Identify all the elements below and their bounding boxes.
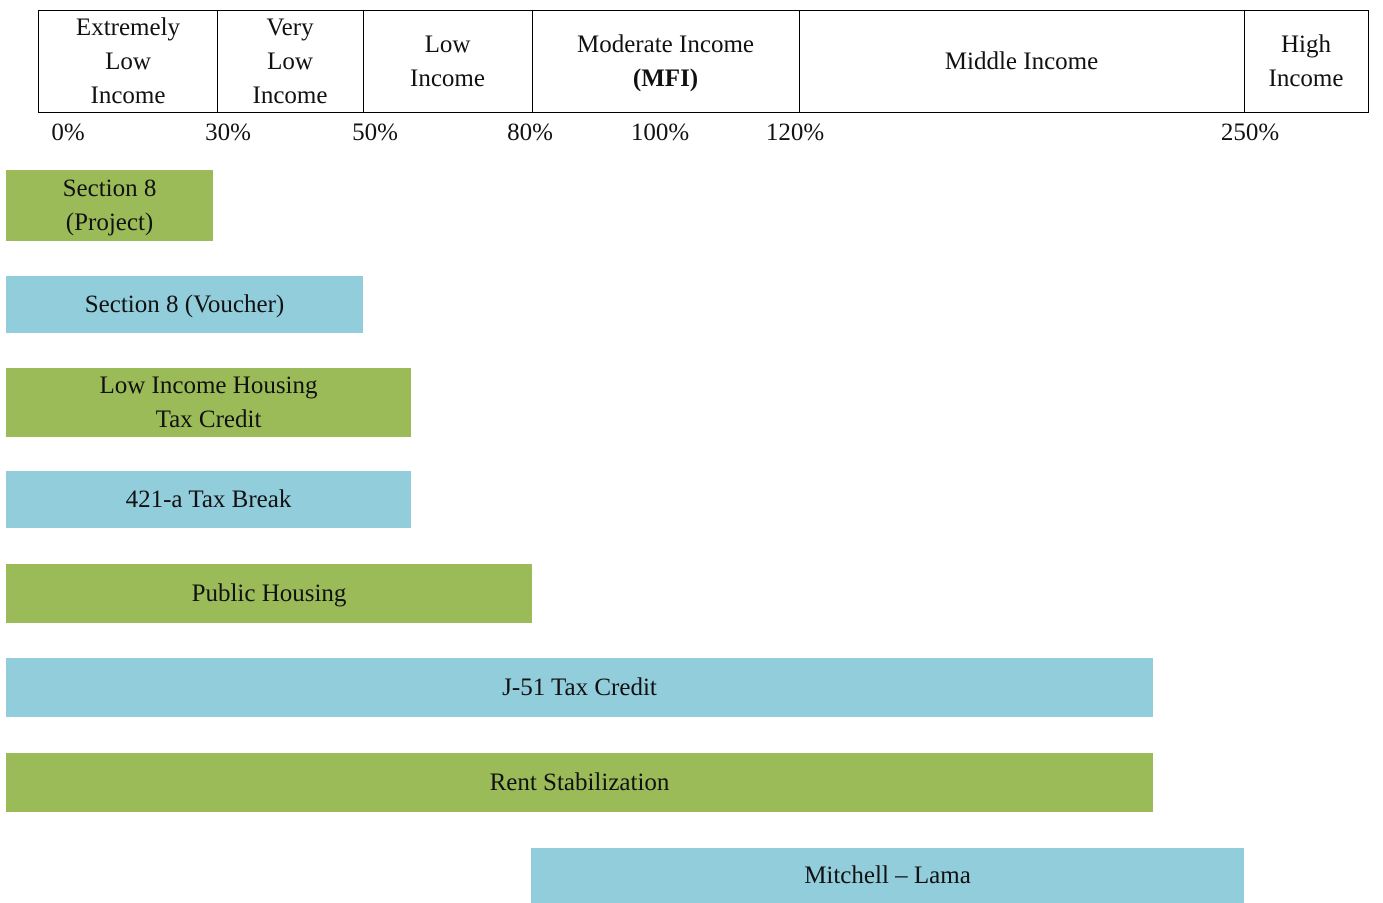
header-cell: Extremely Low Income xyxy=(38,10,218,113)
label-line: 421-a Tax Break xyxy=(125,485,292,513)
label-line: Section 8 (Voucher) xyxy=(84,290,285,318)
scale-label: 80% xyxy=(507,119,553,146)
label-line: (Project) xyxy=(65,208,154,236)
scale-label: 120% xyxy=(765,119,825,146)
header-cell: Middle Income xyxy=(799,10,1245,113)
program-bar: Low Income Housing Tax Credit xyxy=(6,368,411,437)
label-line: Moderate Income xyxy=(576,30,754,58)
scale-label: 100% xyxy=(630,119,690,146)
scale-label: 30% xyxy=(205,119,251,146)
header-cell: Low Income xyxy=(363,10,533,113)
label-line: J-51 Tax Credit xyxy=(502,673,657,701)
label-line: Tax Credit xyxy=(155,405,262,433)
program-bar: Rent Stabilization xyxy=(6,753,1153,812)
program-bar: Section 8 (Voucher) xyxy=(6,276,363,333)
header-cell: High Income xyxy=(1244,10,1369,113)
program-bar: 421-a Tax Break xyxy=(6,471,411,528)
label-line: Income xyxy=(1268,64,1344,92)
program-bar: J-51 Tax Credit xyxy=(6,658,1153,717)
label-line: Extremely xyxy=(75,13,181,41)
scale-label: 250% xyxy=(1220,119,1280,146)
header-cell: Moderate Income (MFI) xyxy=(532,10,800,113)
label-line: High xyxy=(1281,30,1331,58)
label-line: Income xyxy=(252,81,328,109)
label-line: Rent Stabilization xyxy=(489,768,670,796)
label-line: (MFI) xyxy=(632,64,699,92)
label-line: Mitchell – Lama xyxy=(804,861,971,889)
program-bar: Mitchell – Lama xyxy=(531,848,1244,903)
header-cell: Very Low Income xyxy=(217,10,364,113)
label-line: Income xyxy=(90,81,166,109)
label-line: Low xyxy=(424,30,471,58)
label-line: Low xyxy=(267,47,313,75)
scale-label: 0% xyxy=(51,119,85,146)
program-bar: Public Housing xyxy=(6,564,532,623)
label-line: Middle Income xyxy=(944,47,1099,75)
label-line: Section 8 xyxy=(62,174,157,202)
label-line: Income xyxy=(410,64,485,92)
label-line: Very xyxy=(266,13,314,41)
scale-label: 50% xyxy=(352,119,398,146)
label-line: Public Housing xyxy=(191,579,347,607)
program-bar: Section 8 (Project) xyxy=(6,170,213,241)
label-line: Low xyxy=(105,47,151,75)
label-line: Low Income Housing xyxy=(99,371,318,399)
